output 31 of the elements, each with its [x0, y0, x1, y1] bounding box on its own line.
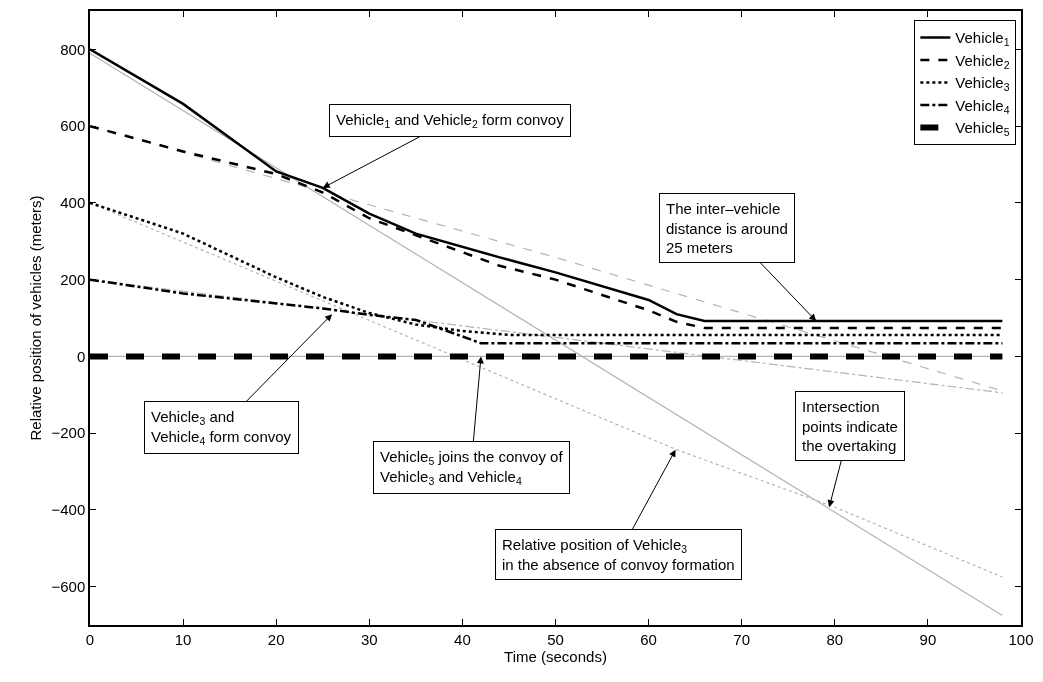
legend-label: Vehicle$_{1}$	[955, 29, 1010, 49]
annotation: Relative position of Vehicle$_{3}$ in the absence of convoy formation	[502, 536, 735, 573]
x-tick-label: 40	[454, 630, 471, 648]
y-tick-label: −400	[51, 501, 86, 519]
x-tick-label: 90	[919, 630, 937, 648]
y-tick-label: 400	[60, 194, 86, 212]
legend-label: Vehicle$_{5}$	[955, 119, 1010, 139]
y-tick-label: −600	[51, 577, 86, 595]
annotation: Intersection points indicate the overtaking	[802, 398, 898, 454]
y-tick-label: 200	[60, 270, 86, 288]
x-tick-label: 80	[826, 630, 844, 648]
legend-label: Vehicle$_{3}$	[955, 74, 1010, 94]
y-tick-label: 0	[76, 347, 86, 365]
annotation: Vehicle$_{5}$ joins the convoy of Vehicle$_{3}$ and Vehicle$_{4}$	[380, 448, 564, 487]
x-tick-label: 50	[547, 630, 564, 648]
y-tick-label: 600	[60, 117, 86, 135]
y-tick-label: 800	[60, 40, 86, 58]
legend-label: Vehicle$_{4}$	[955, 96, 1010, 116]
x-axis-title: Time (seconds)	[504, 647, 607, 665]
annotation: Vehicle$_{1}$ and Vehicle$_{2}$ form convoy	[336, 111, 565, 131]
annotation: The inter–vehicle distance is around 25 meters	[666, 200, 788, 256]
x-tick-label: 60	[640, 630, 657, 648]
x-tick-label: 30	[360, 630, 378, 648]
annotation: Vehicle$_{3}$ and Vehicle$_{4}$ form convoy	[151, 408, 292, 447]
y-tick-label: −200	[51, 424, 86, 442]
y-axis-title: Relative position of vehicles (meters)	[27, 195, 45, 441]
x-tick-label: 100	[1008, 630, 1034, 648]
x-tick-label: 20	[267, 630, 285, 648]
legend-label: Vehicle$_{2}$	[955, 51, 1010, 71]
x-tick-label: 70	[733, 630, 751, 648]
x-tick-label: 10	[174, 630, 192, 648]
